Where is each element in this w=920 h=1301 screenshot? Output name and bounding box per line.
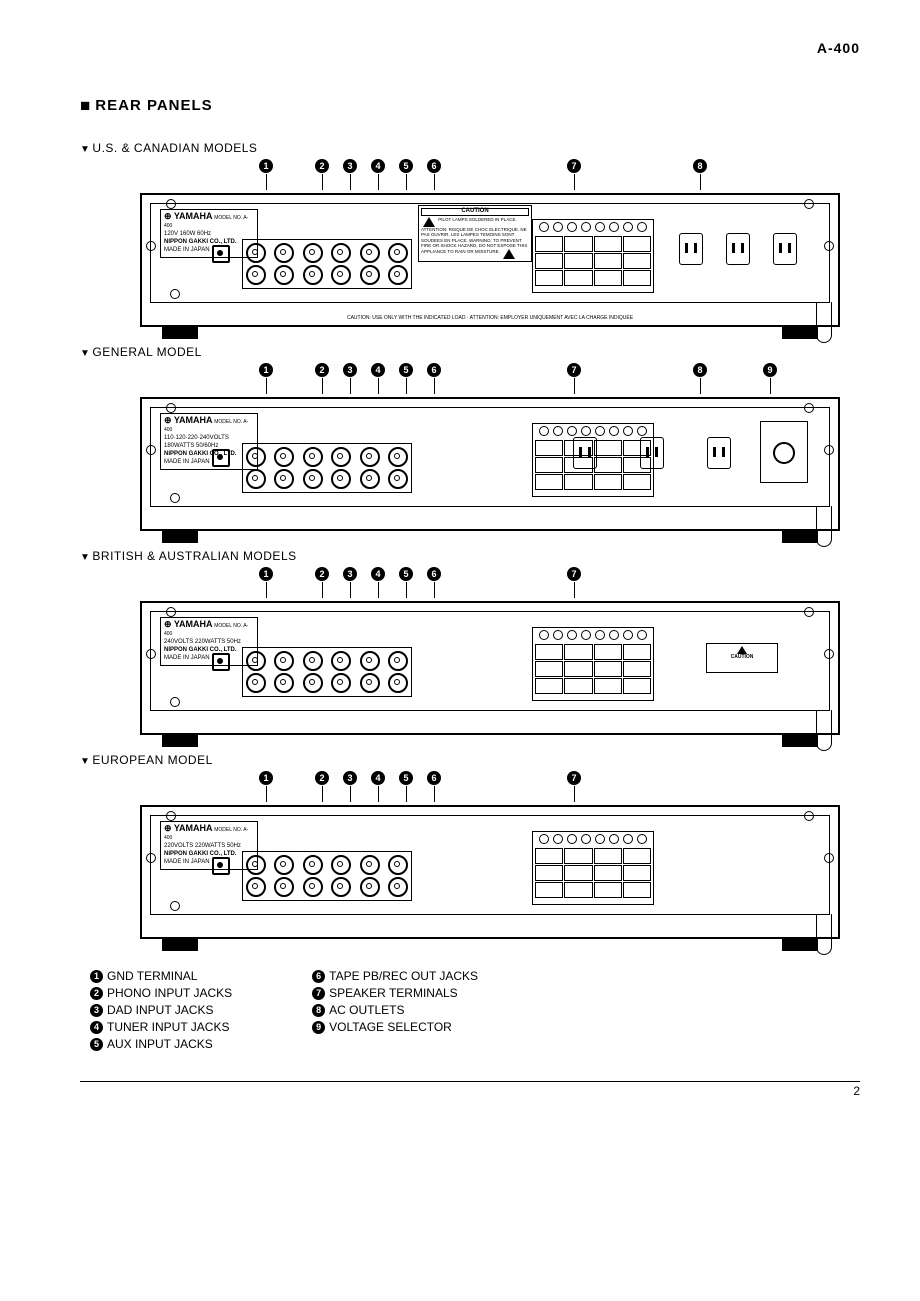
callout-marker: 2 — [315, 771, 329, 802]
callout-marker: 1 — [259, 771, 273, 802]
callout-marker: 1 — [259, 567, 273, 598]
callout-marker: 4 — [371, 159, 385, 190]
model-label: EUROPEAN MODEL — [80, 753, 860, 767]
callout-marker: 2 — [315, 363, 329, 394]
model-label: BRITISH & AUSTRALIAN MODELS — [80, 549, 860, 563]
rear-panel-diagram: ⊕ YAMAHA MODEL NO. A-400220VOLTS 220WATT… — [140, 805, 840, 939]
callout-marker: 3 — [343, 363, 357, 394]
chassis-foot-icon — [162, 529, 198, 543]
legend: 1GND TERMINAL 2PHONO INPUT JACKS 3DAD INPU… — [90, 969, 860, 1051]
model-block: U.S. & CANADIAN MODELS 1 23456 7 8⊕ YAMAHA M… — [80, 141, 860, 327]
callout-marker: 8 — [693, 363, 707, 394]
callout-marker: 4 — [371, 771, 385, 802]
rear-panel-diagram: ⊕ YAMAHA MODEL NO. A-400240VOLTS 220WATT… — [140, 601, 840, 735]
model-label: U.S. & CANADIAN MODELS — [80, 141, 860, 155]
input-jacks-icon — [242, 443, 412, 493]
callout-marker: 1 — [259, 363, 273, 394]
legend-item: 4TUNER INPUT JACKS — [90, 1020, 232, 1034]
chassis-foot-icon — [162, 733, 198, 747]
callout-marker: 4 — [371, 567, 385, 598]
callout-marker: 5 — [399, 567, 413, 598]
callout-marker: 6 — [427, 363, 441, 394]
page-number: 2 — [80, 1081, 860, 1098]
gnd-terminal-icon — [212, 653, 230, 671]
callout-marker: 7 — [567, 567, 581, 598]
chassis-foot-icon — [782, 529, 818, 543]
callout-marker: 5 — [399, 771, 413, 802]
callout-marker: 7 — [567, 363, 581, 394]
callout-marker: 6 — [427, 159, 441, 190]
callout-marker: 3 — [343, 771, 357, 802]
legend-item: 9VOLTAGE SELECTOR — [312, 1020, 478, 1034]
section-title: REAR PANELS — [80, 96, 860, 116]
power-cord-icon — [816, 302, 832, 343]
callout-marker: 7 — [567, 771, 581, 802]
caution-label: CAUTION — [706, 643, 778, 673]
chassis-foot-icon — [782, 325, 818, 339]
callout-marker: 4 — [371, 363, 385, 394]
legend-item: 1GND TERMINAL — [90, 969, 232, 983]
callout-marker: 8 — [693, 159, 707, 190]
caution-label: CAUTION PILOT LAMPS SOLDERED IN PLACE. A… — [418, 205, 532, 262]
legend-item: 7SPEAKER TERMINALS — [312, 986, 478, 1000]
legend-item: 8AC OUTLETS — [312, 1003, 478, 1017]
input-jacks-icon — [242, 239, 412, 289]
callout-marker: 3 — [343, 567, 357, 598]
power-cord-icon — [816, 506, 832, 547]
callout-marker: 2 — [315, 567, 329, 598]
gnd-terminal-icon — [212, 245, 230, 263]
speaker-terminals-icon — [532, 219, 654, 293]
chassis-foot-icon — [782, 733, 818, 747]
voltage-selector-icon — [760, 421, 808, 483]
callout-marker: 7 — [567, 159, 581, 190]
chassis-foot-icon — [782, 937, 818, 951]
power-cord-icon — [816, 914, 832, 955]
callout-marker: 6 — [427, 771, 441, 802]
model-block: EUROPEAN MODEL 1 23456 7⊕ YAMAHA MODEL NO. … — [80, 753, 860, 939]
callout-marker: 2 — [315, 159, 329, 190]
model-block: GENERAL MODEL 1 23456 7 8 9⊕ YAMAHA MODEL NO.… — [80, 345, 860, 531]
speaker-terminals-icon — [532, 831, 654, 905]
callout-marker: 5 — [399, 363, 413, 394]
callout-marker: 3 — [343, 159, 357, 190]
callout-marker: 9 — [763, 363, 777, 394]
page-header: A-400 — [80, 40, 860, 56]
callout-marker: 5 — [399, 159, 413, 190]
caution-strip: CAUTION: USE ONLY WITH THE INDICATED LOA… — [152, 315, 828, 321]
callout-marker: 1 — [259, 159, 273, 190]
ac-outlets-icon — [668, 219, 808, 291]
chassis-foot-icon — [162, 325, 198, 339]
speaker-terminals-icon — [532, 627, 654, 701]
input-jacks-icon — [242, 647, 412, 697]
ac-outlets-icon — [552, 423, 752, 495]
power-cord-icon — [816, 710, 832, 751]
rear-panel-diagram: ⊕ YAMAHA MODEL NO. A-400120V 160W 60HzNI… — [140, 193, 840, 327]
rear-panel-diagram: ⊕ YAMAHA MODEL NO. A-400110·120·220·240V… — [140, 397, 840, 531]
model-block: BRITISH & AUSTRALIAN MODELS 1 23456 7⊕ YAMA… — [80, 549, 860, 735]
chassis-foot-icon — [162, 937, 198, 951]
callout-marker: 6 — [427, 567, 441, 598]
gnd-terminal-icon — [212, 857, 230, 875]
legend-item: 3DAD INPUT JACKS — [90, 1003, 232, 1017]
gnd-terminal-icon — [212, 449, 230, 467]
legend-item: 5AUX INPUT JACKS — [90, 1037, 232, 1051]
legend-item: 6TAPE PB/REC OUT JACKS — [312, 969, 478, 983]
input-jacks-icon — [242, 851, 412, 901]
legend-item: 2PHONO INPUT JACKS — [90, 986, 232, 1000]
model-label: GENERAL MODEL — [80, 345, 860, 359]
